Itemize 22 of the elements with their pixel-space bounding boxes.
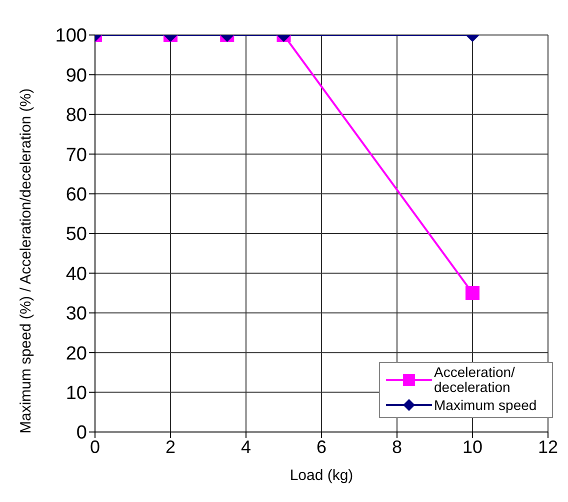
y-tick-label: 20 (66, 343, 87, 364)
y-tick-label: 50 (66, 224, 87, 246)
y-tick-label: 80 (66, 105, 87, 126)
legend-label: Acceleration/deceleration (434, 364, 516, 395)
y-tick-label: 90 (66, 65, 87, 86)
x-tick-label: 0 (90, 436, 100, 457)
legend-label: Maximum speed (434, 396, 538, 412)
x-tick-label: 2 (165, 436, 176, 457)
y-tick-label: 100 (55, 26, 87, 47)
x-tick-label: 6 (316, 436, 327, 457)
y-tick-label: 70 (66, 144, 87, 166)
x-tick-label: 4 (240, 436, 252, 457)
x-tick-label: 10 (462, 436, 483, 457)
y-tick-label: 0 (76, 422, 87, 444)
y-tick-label: 60 (66, 184, 87, 206)
y-axis-title: Maximum speed (%) / Acceleration/deceleration (%) (17, 88, 34, 434)
x-tick-label: 12 (538, 436, 558, 457)
x-axis-title: Load (kg) (290, 467, 354, 484)
y-tick-label: 40 (66, 264, 87, 285)
x-tick-label: 8 (392, 436, 402, 457)
y-tick-label: 10 (66, 383, 87, 404)
y-tick-label: 30 (66, 304, 87, 325)
